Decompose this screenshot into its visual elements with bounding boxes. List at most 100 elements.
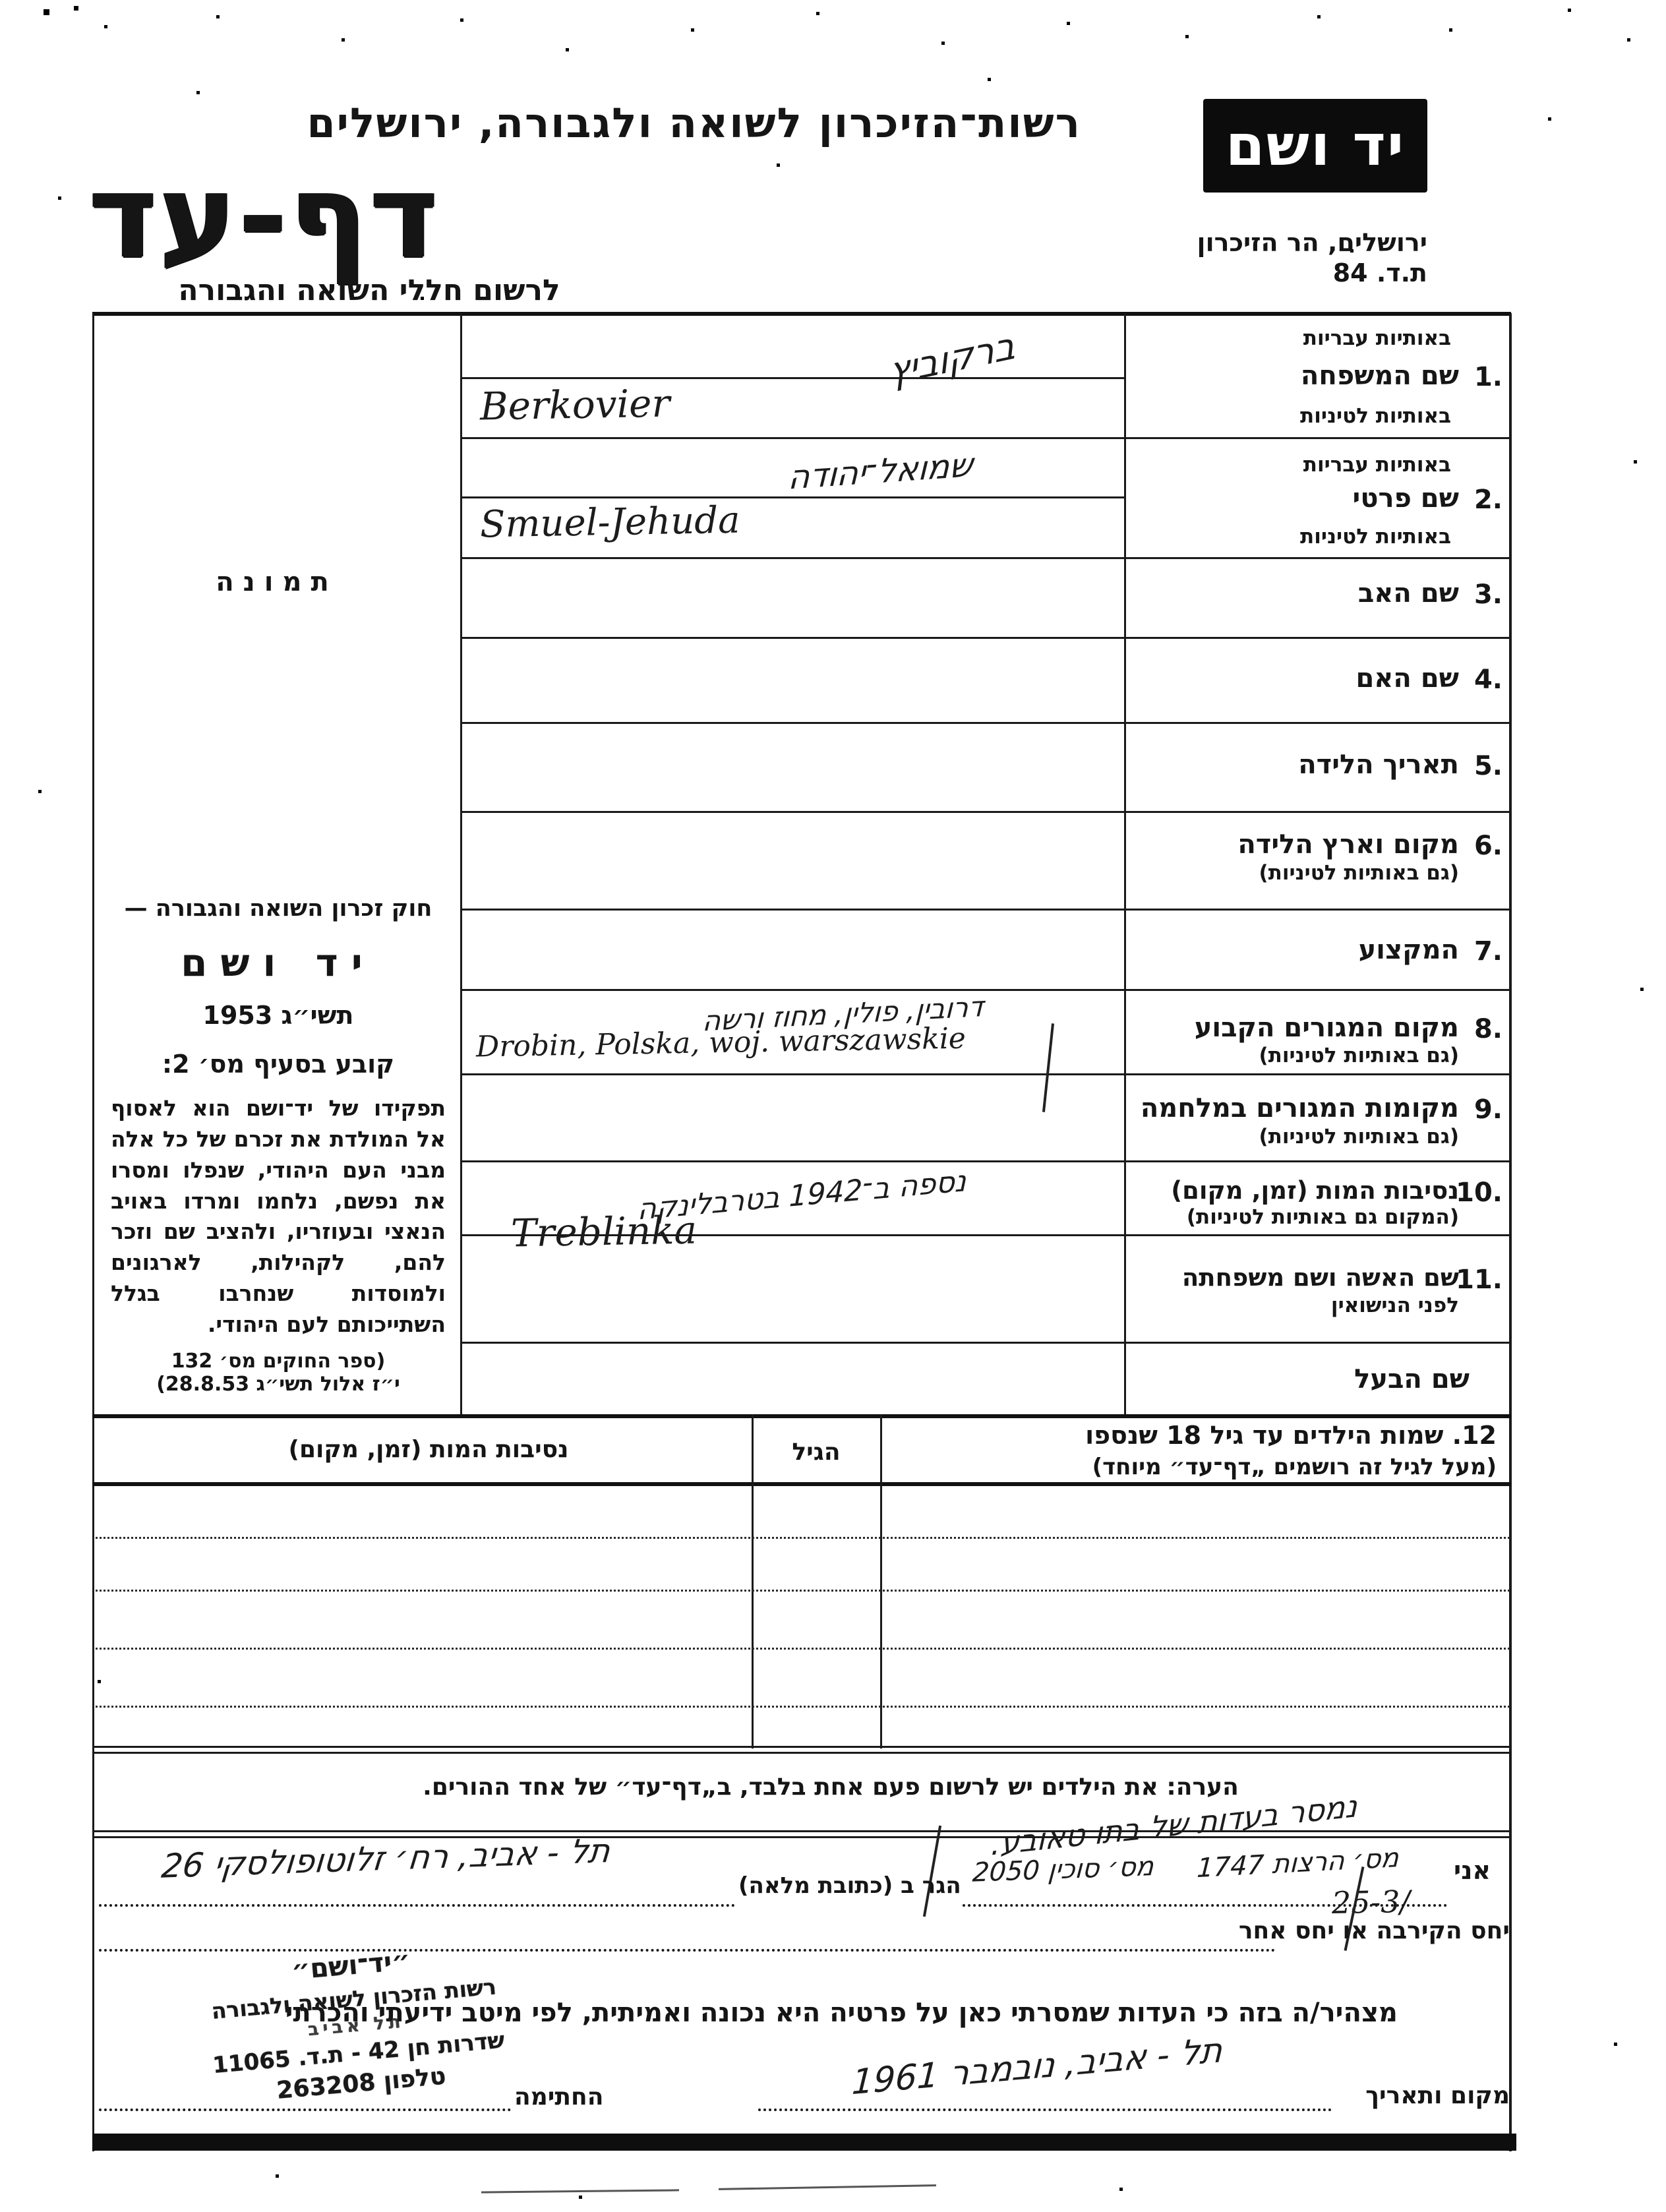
field-label: שם המשפחה: [1300, 361, 1459, 391]
handwritten-ref-number-right: מס׳ הרצות 1747: [1196, 1842, 1400, 1884]
field-note: (גם באותיות לטיניות): [1259, 861, 1459, 885]
row-line: [461, 1073, 1511, 1075]
field-label: מקום וארץ הלידה: [1237, 829, 1459, 860]
field-number: 1.: [1473, 362, 1502, 392]
table-header-children: 12. שמות הילדים עד גיל 18 שנספו (מעל לגי…: [897, 1421, 1497, 1480]
field-row-birth-place: 6. מקום וארץ הלידה (גם באותיות לטיניות): [1127, 811, 1506, 909]
handwritten-family-name-hebrew: ברקוביץ: [887, 324, 1017, 394]
address-blank-line: [99, 1904, 735, 1907]
law-yad-vashem: יד ושם: [181, 940, 376, 985]
row-line: [461, 811, 1511, 813]
form-right-border: [1509, 313, 1512, 2151]
section-double-line: [92, 1836, 1511, 1838]
table-header-underline: [92, 1482, 1511, 1486]
field-note: לפני הנישואין: [1330, 1294, 1459, 1317]
field-label: נסיבות המות (זמן, מקום): [1171, 1176, 1459, 1205]
table-column-divider: [880, 1414, 882, 1749]
table-row: [96, 1590, 1510, 1592]
field-label: מקום המגורים הקבוע: [1194, 1013, 1459, 1043]
law-ref-2: י״ז אלול תשי״ג 28.8.53): [156, 1372, 400, 1396]
field-label: שם האם: [1355, 663, 1459, 694]
field-row-death-circumstances: 10. נסיבות המות (זמן, מקום) (המקום גם בא…: [1127, 1160, 1506, 1234]
handwritten-residence-latin: Drobin, Polska, woj. warszawskie: [475, 1021, 967, 1064]
row2-split-line: [461, 496, 1124, 498]
field-row-wife-name: 11. שם האשה ושם משפחתה לפני הנישואין: [1127, 1234, 1506, 1342]
place-date-line: [758, 2108, 1332, 2111]
field-label: המקצוע: [1358, 935, 1459, 965]
handwritten-place-date: תל - אביב, נובמבר 1961: [850, 2030, 1224, 2103]
scan-noise-speckles: [0, 0, 1, 1]
stray-pen-stroke: [922, 1825, 942, 1917]
field-row-first-name: באותיות עבריות 2. שם פרטי באותיות לטיניו…: [1127, 437, 1506, 557]
table-header-age: הגיל: [792, 1439, 841, 1466]
table-header-death: נסיבות המות (זמן, מקום): [288, 1436, 569, 1463]
photo-placeholder-label: תמונה: [216, 567, 338, 597]
handwritten-death-latin: Treblinka: [510, 1207, 698, 1256]
table-row: [96, 1706, 1510, 1708]
form-title: דף-עד: [89, 150, 441, 284]
law-ref-1: (ספר החוקים מס׳ 132: [171, 1349, 386, 1373]
form-subtitle: לרשום חללי השואה והגבורה: [178, 274, 560, 307]
form-bottom-bar: [92, 2134, 1516, 2151]
section-double-line: [92, 1830, 1511, 1832]
address-line-1: ירושלים, הר הזיכרון: [1197, 228, 1427, 257]
table-row: [96, 1648, 1510, 1650]
form-top-border: [92, 312, 1511, 316]
children-note-line: הערה: את הילדים יש לרשום פעם אחת בלבד, ב…: [423, 1774, 1239, 1801]
field-row-permanent-residence: 8. מקום המגורים הקבוע (גם באותיות לטיניו…: [1127, 989, 1506, 1073]
scan-artifact-line: [481, 2189, 680, 2194]
field-number: 5.: [1473, 751, 1502, 781]
field-number: 3.: [1473, 580, 1502, 610]
declarant-i-label: אני: [1454, 1856, 1491, 1885]
relationship-blank-line: [99, 1949, 1276, 1952]
label-column-divider: [1124, 313, 1126, 1417]
row-line: [461, 989, 1511, 991]
field-sub-latin-letters: באותיות לטיניות: [1300, 525, 1451, 549]
law-paragraph: תפקידו של יד־ושם הוא לאסוף אל המולדת את …: [111, 1095, 446, 1338]
relationship-label: יחס הקירבה או יחס אחר: [1238, 1917, 1510, 1944]
row-line: [461, 637, 1511, 639]
authority-title: רשות־הזיכרון לשואה ולגבורה, ירושלים: [307, 99, 1081, 147]
field-number: 11.: [1456, 1265, 1502, 1295]
form-left-border: [92, 313, 94, 2151]
field-number: 4.: [1473, 665, 1502, 695]
row1-split-line: [461, 377, 1124, 379]
field-row-husband-name: שם הבעל: [1127, 1342, 1506, 1414]
field-number: 7.: [1473, 936, 1502, 967]
place-date-label: מקום ותאריך: [1365, 2082, 1510, 2109]
field-label: מקומות המגורים במלחמה: [1140, 1093, 1459, 1123]
field-label: תאריך הלידה: [1298, 750, 1459, 780]
field-note: (גם באותיות לטיניות): [1259, 1125, 1459, 1149]
row-line: [461, 909, 1511, 911]
children-header-line1: 12. שמות הילדים עד גיל 18 שנספו: [1085, 1421, 1497, 1450]
field-sub-hebrew-letters: באותיות עבריות: [1303, 453, 1451, 477]
field-number: 10.: [1456, 1178, 1502, 1208]
row-line: [461, 722, 1511, 724]
photo-column-divider: [460, 313, 462, 1417]
table-column-divider: [752, 1414, 754, 1749]
handwritten-address: תל - אביב, רח׳ זלוטופולסקי 26: [160, 1831, 612, 1886]
field-label: שם הבעל: [1354, 1364, 1470, 1394]
handwritten-first-name-latin: Smuel-Jehuda: [479, 498, 741, 547]
field-label: שם פרטי: [1352, 483, 1459, 514]
handwritten-ref-number-2: 25-3/: [1331, 1883, 1411, 1921]
scan-artifact-line: [718, 2184, 937, 2190]
signature-label: החתימה: [514, 2083, 604, 2110]
row-line: [461, 557, 1511, 559]
field-row-wartime-residences: 9. מקומות המגורים במלחמה (גם באותיות לטי…: [1127, 1073, 1506, 1160]
field-number: 2.: [1473, 485, 1502, 515]
table-top-border: [92, 1414, 1511, 1418]
field-row-father-name: 3. שם האב: [1127, 557, 1506, 637]
row-line: [461, 1234, 1511, 1236]
field-row-family-name: באותיות עבריות 1. שם המשפחה באותיות לטינ…: [1127, 313, 1506, 437]
field-sub-latin-letters: באותיות לטיניות: [1300, 404, 1451, 428]
yad-vashem-logo-text: יד ושם: [1225, 113, 1406, 179]
handwritten-ref-number-left: מס׳ סוכין 2050: [971, 1851, 1155, 1888]
field-label: שם האשה ושם משפחתה: [1181, 1263, 1459, 1292]
law-box: חוק זכרון השואה והגבורה — יד ושם תשי״ג 1…: [111, 895, 446, 1396]
handwritten-family-name-latin: Berkovier: [479, 380, 670, 429]
stray-pen-stroke: [1042, 1023, 1055, 1112]
field-number: 6.: [1473, 831, 1502, 861]
field-note: (המקום גם באותיות לטיניות): [1186, 1205, 1459, 1229]
